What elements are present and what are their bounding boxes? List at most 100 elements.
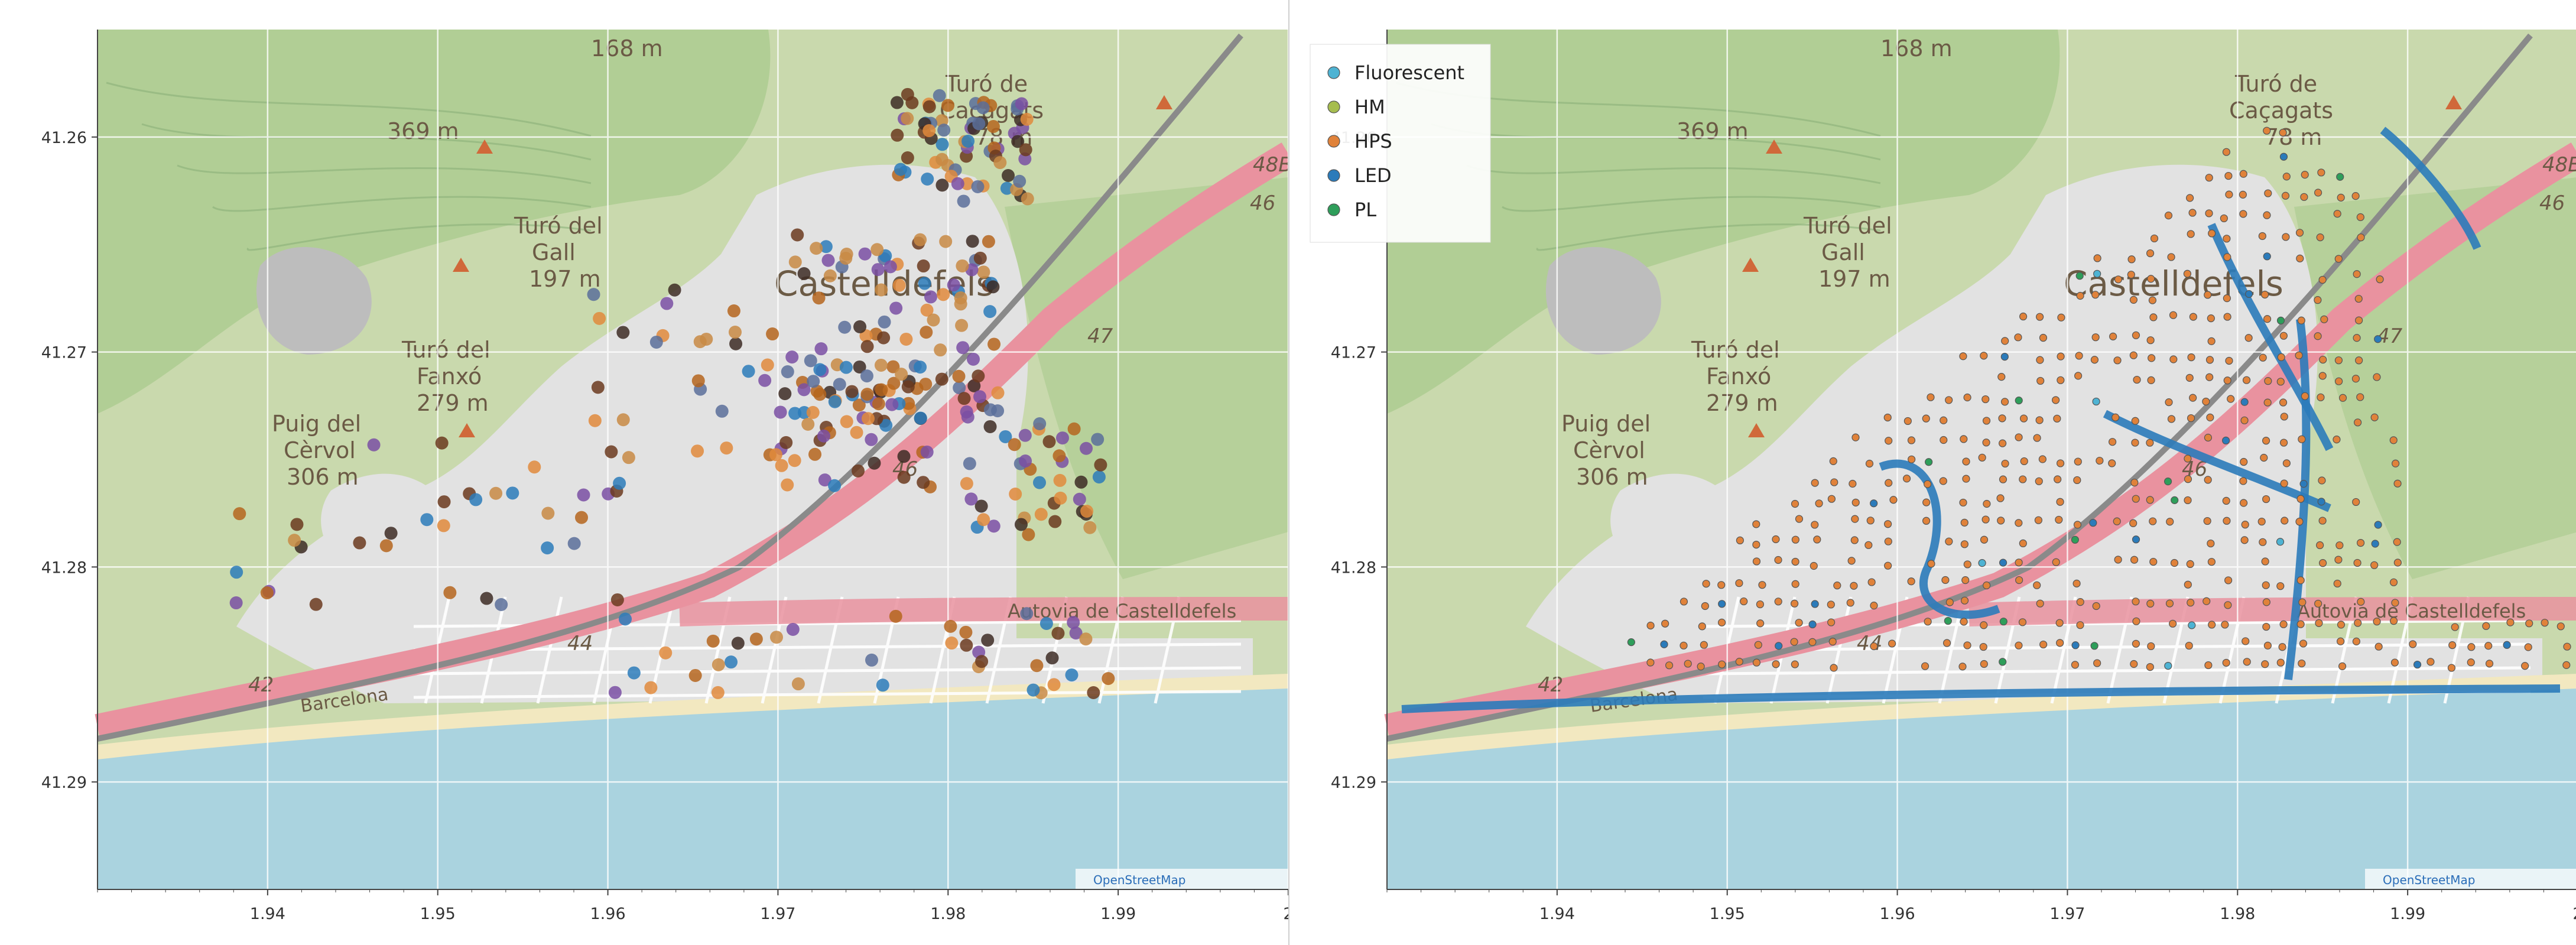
- road-shield-label: 42: [248, 673, 274, 697]
- y-tick-label: 41.27: [41, 344, 87, 362]
- streetlight-point: [2242, 521, 2249, 528]
- streetlight-point: [2072, 642, 2079, 649]
- streetlight-point: [1046, 651, 1059, 664]
- streetlight-point: [2000, 559, 2007, 566]
- map-panel-right[interactable]: Castelldefels Turó de Caçagats 78 m 369 m 168…: [1288, 0, 2576, 945]
- streetlight-point: [789, 255, 802, 268]
- streetlight-point: [2132, 598, 2139, 605]
- streetlight-point: [2184, 496, 2191, 504]
- streetlight-point: [2055, 516, 2062, 523]
- streetlight-point: [2169, 620, 2177, 627]
- streetlight-point: [884, 260, 897, 273]
- streetlight-point: [2223, 295, 2230, 302]
- streetlight-point: [781, 478, 794, 491]
- streetlight-point: [853, 320, 866, 333]
- attribution-link[interactable]: OpenStreetMap: [1093, 873, 1185, 887]
- streetlight-point: [2057, 376, 2064, 384]
- streetlight-point: [2033, 582, 2041, 589]
- elev-label: 197 m: [1818, 266, 1890, 292]
- streetlight-point: [1870, 602, 1877, 609]
- streetlight-point: [2093, 602, 2100, 609]
- streetlight-point: [575, 511, 588, 524]
- streetlight-point: [859, 248, 872, 261]
- streetlight-point: [808, 448, 821, 461]
- streetlight-point: [2221, 621, 2229, 628]
- streetlight-point: [712, 658, 725, 671]
- hill-label: Fanxó: [1706, 363, 1771, 389]
- streetlight-point: [1051, 627, 1064, 640]
- attribution-link[interactable]: OpenStreetMap: [2383, 873, 2475, 887]
- streetlight-point: [951, 177, 964, 190]
- legend: FluorescentHMHPSLEDPL: [1310, 44, 1490, 242]
- streetlight-point: [2206, 374, 2213, 381]
- streetlight-point: [977, 101, 990, 114]
- streetlight-point: [1795, 619, 1802, 626]
- streetlight-point: [2315, 600, 2322, 607]
- streetlight-point: [2109, 460, 2116, 467]
- streetlight-point: [2226, 357, 2233, 364]
- streetlight-point: [2352, 193, 2359, 200]
- streetlight-point: [1102, 672, 1115, 685]
- streetlight-point: [2352, 375, 2359, 382]
- streetlight-point: [860, 388, 873, 401]
- streetlight-point: [2390, 579, 2398, 586]
- streetlight-point: [1944, 639, 1951, 647]
- streetlight-point: [2114, 357, 2121, 364]
- streetlight-point: [1094, 459, 1107, 472]
- streetlight-point: [1908, 437, 1915, 444]
- streetlight-point: [2057, 639, 2064, 647]
- streetlight-point: [891, 96, 904, 109]
- streetlight-point: [2374, 336, 2382, 343]
- streetlight-point: [2262, 291, 2269, 298]
- streetlight-point: [1960, 436, 1967, 443]
- streetlight-point: [2074, 476, 2081, 483]
- streetlight-point: [261, 586, 274, 599]
- streetlight-point: [1851, 515, 1859, 522]
- streetlight-point: [914, 233, 927, 246]
- streetlight-point: [2205, 662, 2212, 669]
- y-tick-label: 41.29: [1331, 774, 1376, 792]
- streetlight-point: [1662, 620, 1669, 627]
- elev-label: 197 m: [529, 266, 601, 292]
- streetlight-point: [2391, 659, 2398, 666]
- streetlight-point: [1015, 518, 1028, 531]
- streetlight-point: [2074, 458, 2081, 465]
- streetlight-point: [971, 180, 984, 193]
- streetlight-point: [2019, 476, 2026, 483]
- streetlight-point: [1814, 536, 1821, 543]
- streetlight-point: [1056, 431, 1069, 444]
- streetlight-point: [840, 361, 853, 374]
- streetlight-point: [921, 173, 934, 186]
- streetlight-point: [1736, 658, 1743, 665]
- streetlight-point: [960, 405, 973, 418]
- streetlight-point: [385, 527, 398, 540]
- streetlight-point: [954, 291, 967, 304]
- streetlight-point: [2448, 664, 2455, 671]
- streetlight-point: [1923, 517, 1930, 524]
- streetlight-point: [1021, 113, 1034, 126]
- streetlight-point: [593, 312, 606, 325]
- streetlight-point: [1922, 415, 1929, 422]
- streetlight-point: [353, 537, 366, 550]
- road-shield-label: 48B: [1253, 153, 1288, 177]
- streetlight-point: [2094, 660, 2101, 667]
- streetlight-point: [2372, 540, 2379, 547]
- streetlight-point: [2073, 580, 2080, 587]
- streetlight-point: [2132, 417, 2139, 424]
- road-shield-label: 48B: [2542, 153, 2576, 177]
- streetlight-point: [2220, 215, 2227, 222]
- streetlight-point: [779, 436, 792, 449]
- streetlight-point: [1030, 659, 1043, 672]
- streetlight-point: [2353, 638, 2360, 645]
- streetlight-point: [2468, 644, 2475, 651]
- streetlight-point: [1068, 423, 1081, 436]
- streetlight-point: [2340, 394, 2347, 401]
- streetlight-point: [875, 284, 888, 297]
- streetlight-point: [1961, 597, 1968, 604]
- streetlight-point: [233, 507, 246, 520]
- streetlight-point: [1792, 580, 1799, 587]
- streetlight-point: [2187, 560, 2194, 567]
